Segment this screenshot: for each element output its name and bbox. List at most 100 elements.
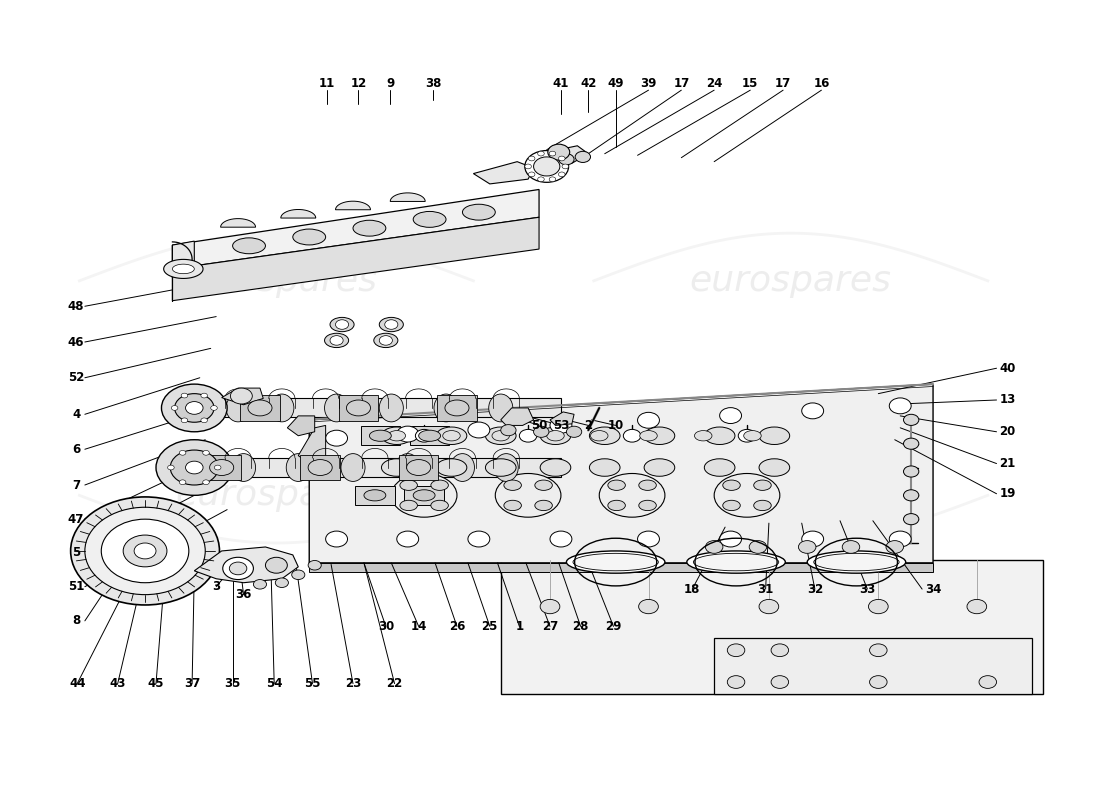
Circle shape (170, 450, 219, 485)
Circle shape (534, 157, 560, 176)
Polygon shape (298, 426, 326, 463)
Text: 49: 49 (607, 78, 624, 90)
Circle shape (559, 154, 574, 165)
Text: 20: 20 (1000, 426, 1015, 438)
Ellipse shape (324, 394, 349, 422)
Polygon shape (167, 458, 561, 477)
Circle shape (538, 151, 544, 156)
Ellipse shape (431, 480, 449, 490)
Circle shape (468, 531, 490, 547)
Polygon shape (173, 264, 195, 274)
Ellipse shape (346, 400, 371, 416)
Text: 50: 50 (531, 419, 547, 432)
Text: 13: 13 (1000, 394, 1015, 406)
Circle shape (550, 531, 572, 547)
Polygon shape (206, 398, 561, 418)
Ellipse shape (400, 480, 417, 490)
Circle shape (202, 450, 209, 455)
Ellipse shape (759, 458, 790, 476)
Text: eurospares: eurospares (690, 264, 892, 298)
Polygon shape (390, 193, 426, 202)
Ellipse shape (759, 427, 790, 445)
Circle shape (534, 426, 549, 438)
Ellipse shape (437, 427, 466, 445)
Circle shape (156, 440, 232, 495)
Ellipse shape (419, 430, 441, 442)
Circle shape (903, 514, 918, 525)
Text: 5: 5 (72, 546, 80, 559)
Polygon shape (222, 388, 263, 405)
Circle shape (70, 497, 220, 605)
Polygon shape (164, 259, 204, 278)
Circle shape (186, 402, 204, 414)
Circle shape (182, 393, 188, 398)
Polygon shape (550, 412, 574, 426)
Circle shape (802, 531, 824, 547)
Ellipse shape (639, 500, 657, 510)
Circle shape (771, 676, 789, 688)
Text: 36: 36 (235, 588, 252, 601)
Polygon shape (309, 384, 933, 563)
Text: 54: 54 (266, 677, 283, 690)
Ellipse shape (504, 500, 521, 510)
Text: 21: 21 (1000, 457, 1015, 470)
Ellipse shape (591, 430, 608, 441)
Circle shape (903, 414, 918, 426)
Circle shape (229, 562, 246, 574)
Ellipse shape (704, 427, 735, 445)
Ellipse shape (353, 220, 386, 236)
Circle shape (186, 461, 204, 474)
Ellipse shape (442, 430, 460, 441)
Circle shape (549, 177, 556, 182)
Polygon shape (300, 455, 340, 480)
Circle shape (101, 519, 189, 582)
Text: 6: 6 (72, 442, 80, 456)
Ellipse shape (270, 394, 294, 422)
Text: 28: 28 (572, 620, 588, 633)
Text: 26: 26 (449, 620, 465, 633)
Ellipse shape (188, 454, 212, 482)
Circle shape (727, 644, 745, 657)
Ellipse shape (379, 318, 404, 332)
Text: 39: 39 (640, 78, 657, 90)
Text: 24: 24 (706, 78, 723, 90)
Text: 9: 9 (386, 78, 394, 90)
Ellipse shape (488, 394, 513, 422)
Circle shape (397, 531, 419, 547)
Polygon shape (173, 218, 539, 301)
Text: 10: 10 (607, 419, 624, 432)
Circle shape (548, 144, 570, 160)
Circle shape (771, 644, 789, 657)
Text: eurospares: eurospares (175, 264, 377, 298)
Circle shape (802, 403, 824, 419)
Circle shape (416, 430, 433, 442)
Circle shape (719, 408, 741, 423)
Text: 30: 30 (377, 620, 394, 633)
Circle shape (719, 531, 741, 547)
Ellipse shape (210, 459, 233, 475)
Circle shape (638, 412, 659, 428)
Circle shape (903, 466, 918, 477)
Circle shape (253, 579, 266, 589)
Circle shape (624, 430, 641, 442)
Ellipse shape (566, 551, 664, 573)
Circle shape (979, 676, 997, 688)
Circle shape (175, 394, 214, 422)
Polygon shape (221, 218, 255, 227)
Text: 17: 17 (673, 78, 690, 90)
Circle shape (903, 490, 918, 501)
Ellipse shape (704, 458, 735, 476)
Text: 15: 15 (742, 78, 759, 90)
Polygon shape (173, 241, 195, 273)
Circle shape (292, 570, 305, 579)
Text: 34: 34 (925, 582, 942, 595)
Ellipse shape (494, 454, 518, 482)
Text: 19: 19 (999, 487, 1015, 500)
Ellipse shape (324, 334, 349, 347)
Circle shape (638, 531, 659, 547)
Circle shape (172, 406, 178, 410)
Polygon shape (240, 395, 279, 421)
Circle shape (179, 450, 186, 455)
Text: 43: 43 (110, 677, 125, 690)
Text: eurospares: eurospares (690, 478, 892, 512)
